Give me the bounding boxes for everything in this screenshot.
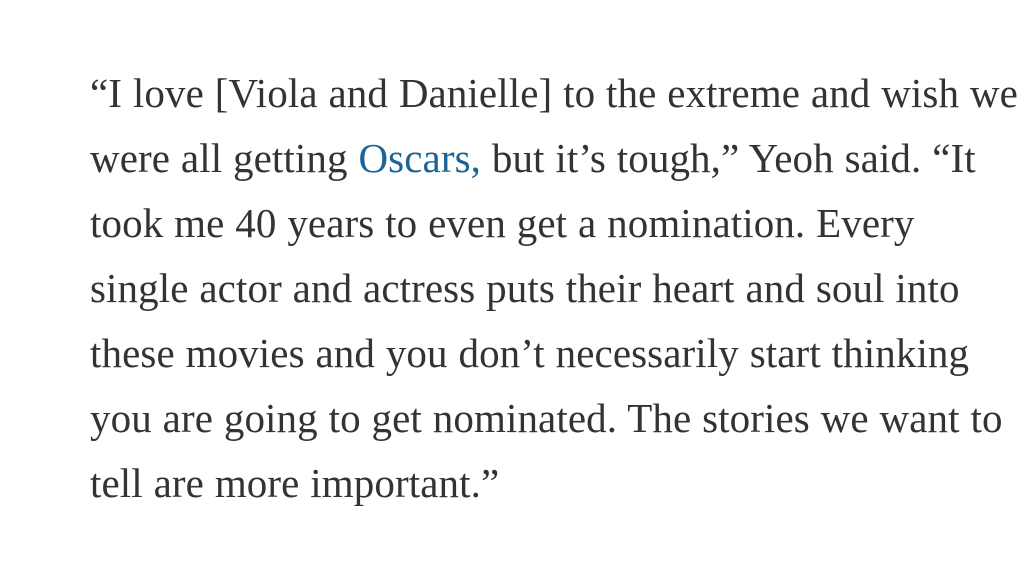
quote-text-before-link: “I love [Viola and Danielle] to the extr… <box>90 70 1018 181</box>
pull-quote: “I love [Viola and Danielle] to the extr… <box>90 61 1020 516</box>
oscars-link[interactable]: Oscars, <box>358 135 481 181</box>
quote-body: “I love [Viola and Danielle] to the extr… <box>90 61 1020 516</box>
quote-text-after-link: but it’s tough,” Yeoh said. “It took me … <box>90 135 1003 506</box>
